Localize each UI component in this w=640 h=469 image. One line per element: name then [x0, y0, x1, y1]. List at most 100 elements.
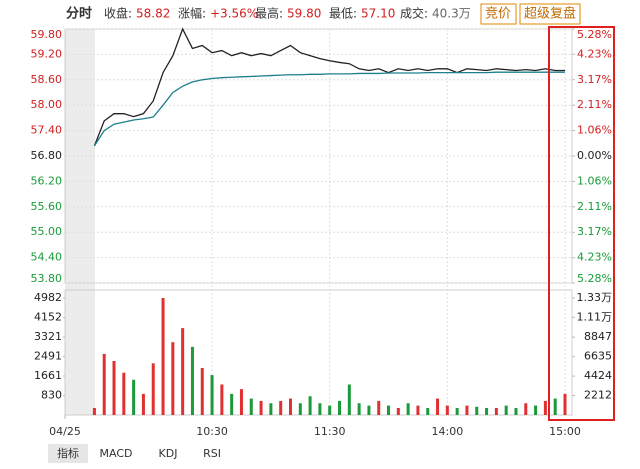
volume-bar	[328, 405, 332, 415]
volume-bar	[318, 403, 322, 415]
header-label: 最低:	[329, 7, 357, 21]
volume-bar	[563, 393, 567, 415]
volume-bar	[279, 400, 283, 415]
volume-bar	[161, 298, 165, 415]
header-label: 成交:	[400, 6, 428, 21]
y-tick-label: 58.60	[31, 73, 63, 86]
y-tick-label: 4152	[34, 310, 62, 323]
x-tick-label: 15:00	[549, 425, 581, 438]
volume-bar	[171, 342, 175, 415]
x-tick-label: 11:30	[314, 425, 346, 438]
y2-tick-label: 4.23%	[577, 251, 612, 264]
volume-bar	[436, 398, 440, 415]
y-tick-label: 830	[41, 389, 62, 402]
header-value: 59.80	[287, 7, 321, 21]
y2-tick-label: 5.28%	[577, 28, 612, 41]
y2-tick-label: 2212	[584, 389, 612, 402]
button-label[interactable]: 超级复盘	[524, 6, 576, 22]
volume-bar	[553, 398, 557, 415]
header-value: +3.56%	[210, 7, 258, 21]
y2-tick-label: 1.06%	[577, 174, 612, 187]
y2-tick-label: 1.06%	[577, 124, 612, 137]
volume-bar	[269, 403, 273, 415]
y2-tick-label: 2.11%	[577, 200, 612, 213]
volume-bar	[308, 396, 312, 415]
x-tick-label: 04/25	[49, 425, 81, 438]
y-tick-label: 4982	[34, 291, 62, 304]
y-tick-label: 59.20	[31, 47, 63, 60]
volume-bar	[259, 400, 263, 415]
y-tick-label: 54.40	[31, 251, 63, 264]
y-tick-label: 55.00	[31, 225, 63, 238]
y-tick-label: 58.00	[31, 98, 63, 111]
volume-bar	[524, 403, 528, 415]
price-line	[93, 71, 565, 147]
volume-bar	[338, 400, 342, 415]
volume-bar	[514, 407, 518, 415]
y-tick-label: 53.80	[31, 272, 63, 285]
tab[interactable]: 指标	[57, 446, 79, 460]
y-tick-label: 57.40	[31, 124, 63, 137]
tab[interactable]: RSI	[203, 447, 221, 460]
x-tick-label: 14:00	[432, 425, 464, 438]
button[interactable]	[519, 3, 581, 25]
volume-bar	[122, 372, 126, 415]
volume-bar	[249, 398, 253, 415]
volume-bar	[298, 403, 302, 415]
button[interactable]	[480, 3, 517, 25]
y-tick-label: 1661	[34, 369, 62, 382]
tab[interactable]: KDJ	[159, 447, 178, 460]
volume-bar	[485, 407, 489, 415]
tab-title: 分时	[66, 6, 92, 22]
volume-bar	[181, 328, 185, 415]
header-label: 涨幅:	[178, 6, 206, 21]
volume-bar	[288, 398, 292, 415]
volume-bar	[406, 403, 410, 415]
volume-bar	[494, 407, 498, 415]
y-tick-label: 3321	[34, 330, 62, 343]
y-tick-label: 56.80	[31, 149, 63, 162]
volume-bar	[504, 405, 508, 415]
y-tick-label: 56.20	[31, 174, 63, 187]
volume-bar	[396, 407, 400, 415]
volume-bar	[190, 346, 194, 415]
volume-bar	[132, 379, 136, 415]
volume-bar	[426, 407, 430, 415]
plot: 59.80 59.20 58.60 58.00 57.40 56.80 56.20 55.60…	[31, 27, 613, 438]
tab[interactable]: MACD	[100, 447, 133, 460]
volume-bar	[347, 384, 351, 415]
y2-tick-label: 8847	[584, 330, 612, 343]
y2-tick-label: 3.17%	[577, 225, 612, 238]
y2-tick-label: 1.11万	[577, 310, 613, 323]
button-label[interactable]: 竞价	[485, 6, 511, 22]
volume-bar	[112, 360, 116, 415]
header: 分时 收盘: 58.82 涨幅: +3.56% 最高: 59.80 最低: 57…	[66, 3, 581, 25]
volume-bar	[210, 375, 214, 415]
header-label: 收盘:	[104, 6, 132, 21]
volume-bar	[357, 403, 361, 415]
volume-bar	[377, 400, 381, 415]
header-label: 最高:	[255, 6, 283, 21]
volume-bar	[387, 405, 391, 415]
y2-tick-label: 0.00%	[577, 149, 612, 162]
volume-bar	[92, 407, 96, 415]
volume-bar	[200, 368, 204, 415]
volume-bar	[367, 405, 371, 415]
volume-bar	[455, 407, 459, 415]
tab-bg[interactable]	[48, 444, 88, 463]
y2-tick-label: 5.28%	[577, 272, 612, 285]
highlight-box	[548, 26, 615, 421]
y2-tick-label: 1.33万	[577, 291, 613, 304]
y2-tick-label: 4.23%	[577, 47, 612, 60]
header-value: 40.3万	[432, 7, 471, 21]
volume-bar	[445, 405, 449, 415]
volume-bar	[220, 384, 224, 415]
y-tick-label: 59.80	[31, 28, 63, 41]
volume-bar	[534, 405, 538, 415]
price-line	[93, 27, 565, 147]
y2-tick-label: 2.11%	[577, 98, 612, 111]
y2-tick-label: 4424	[584, 369, 612, 382]
header-value: 58.82	[136, 7, 170, 21]
